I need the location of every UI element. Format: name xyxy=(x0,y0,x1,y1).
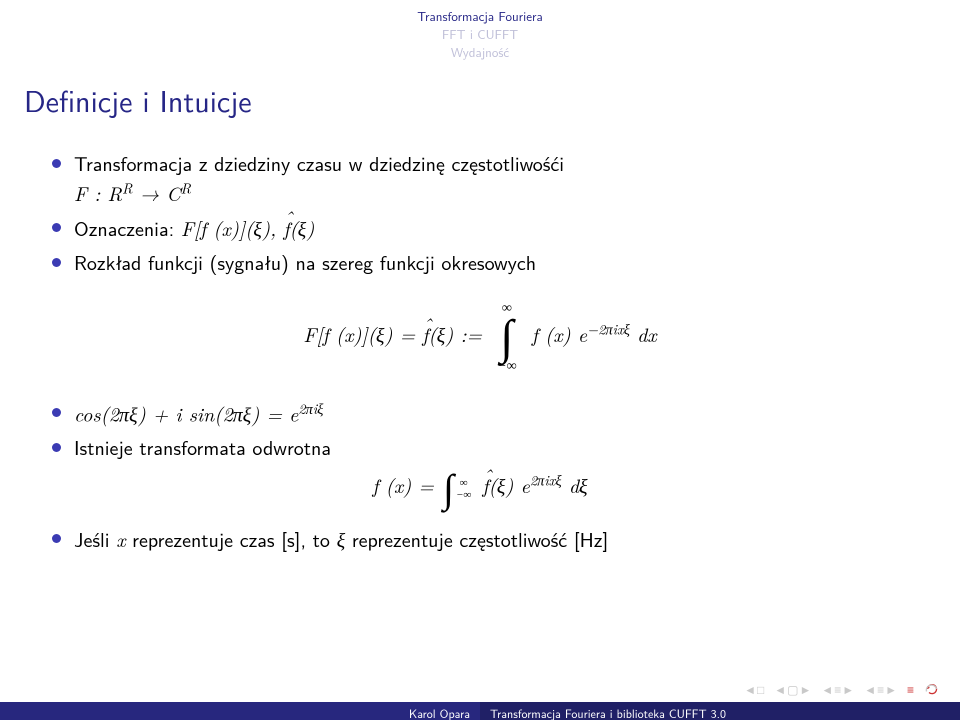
item6-xi: ξ xyxy=(337,524,346,553)
eq1-mid: (ξ) := xyxy=(428,319,489,348)
eq1-intlim-bot: −∞ xyxy=(497,359,516,374)
item1-math-sup1: R xyxy=(122,178,133,198)
item4-exp: 2πiξ xyxy=(298,399,323,419)
footer-title: Transformacja Fouriera i biblioteka CUFF… xyxy=(480,702,960,720)
eq1-line: F[f (x)](ξ) = f(ξ) := ∞ ∫ −∞ f (x) e−2πi… xyxy=(303,319,656,348)
eq2-intlim-top: ∞ xyxy=(456,477,471,489)
eq2-integrand: (ξ) e xyxy=(489,470,530,499)
item4-math: cos(2πξ) + i sin(2πξ) = e xyxy=(74,398,298,427)
item2-math-a: F[f (x)](ξ), xyxy=(181,213,284,242)
eq2-line: f (x) = ∫ ∞ −∞ f(ξ) e2πixξ dξ xyxy=(372,470,587,499)
item1-text: Transformacja z dziedziny czasu w dziedz… xyxy=(74,149,564,178)
item6-c: reprezentuje częstotliwość [Hz] xyxy=(345,525,608,554)
item1-math-sup2: R xyxy=(181,178,192,198)
bullet-icon xyxy=(52,408,61,417)
bullet-item-2: Oznaczenia: F[f (x)](ξ), f(ξ) xyxy=(48,214,912,243)
nav-next-frame[interactable]: ◄≡► xyxy=(864,680,897,698)
eq2-intlim-bot: −∞ xyxy=(456,489,471,501)
eq1-dx: dx xyxy=(630,319,657,348)
header-line-2: FFT i CUFFT xyxy=(0,26,960,44)
eq2-integral: ∫ ∞ −∞ xyxy=(441,471,475,507)
display-eq-1: F[f (x)](ξ) = f(ξ) := ∞ ∫ −∞ f (x) e−2πi… xyxy=(48,301,912,375)
nav-reload-icon[interactable] xyxy=(924,682,940,696)
bullet-icon xyxy=(52,443,61,452)
item5-text: Istnieje transformata odwrotna xyxy=(74,433,331,462)
bullet-icon xyxy=(52,223,61,232)
bullet-icon xyxy=(52,159,61,168)
nav-fullscreen-icon[interactable]: ≡ xyxy=(907,680,914,698)
eq2-dxi: dξ xyxy=(562,470,588,499)
page-title: Definicje i Intuicje xyxy=(24,78,252,122)
eq2-exp: 2πixξ xyxy=(530,471,562,491)
eq2-fhat: f xyxy=(482,470,488,499)
eq1-exp: −2πixξ xyxy=(587,319,630,339)
eq1-lhs: F[f (x)](ξ) = xyxy=(303,319,422,348)
footer: Karol Opara Transformacja Fouriera i bib… xyxy=(0,702,960,720)
slide: Transformacja Fouriera FFT i CUFFT Wydaj… xyxy=(0,0,960,720)
integral-icon: ∫ xyxy=(500,316,513,359)
content: Transformacja z dziedziny czasu w dziedz… xyxy=(48,150,912,560)
item3-text: Rozkład funkcji (sygnału) na szereg funk… xyxy=(74,248,536,277)
eq1-integral: ∞ ∫ −∞ xyxy=(489,301,524,375)
item6-a: Jeśli xyxy=(74,525,116,554)
eq2-lhs: f (x) = xyxy=(372,470,441,499)
nav-controls: ◄□ ◄▢► ◄≡► ◄≡► ≡ xyxy=(744,680,940,698)
bullet-icon xyxy=(52,258,61,267)
item6-b: reprezentuje czas [s], to xyxy=(125,525,336,554)
header-subsections: Transformacja Fouriera FFT i CUFFT Wydaj… xyxy=(0,8,960,63)
item2-fhat: f xyxy=(283,214,289,242)
item2-label: Oznaczenia: xyxy=(74,214,181,243)
bullet-icon xyxy=(52,534,61,543)
eq1-fhat: f xyxy=(422,319,428,348)
bullet-item-3: Rozkład funkcji (sygnału) na szereg funk… xyxy=(48,249,912,277)
nav-prev-slide[interactable]: ◄▢► xyxy=(774,680,811,698)
eq1-integrand: f (x) e xyxy=(532,319,587,348)
bullet-item-5: Istnieje transformata odwrotna xyxy=(48,434,912,462)
item1-math-b: → C xyxy=(133,178,181,207)
bullet-item-6: Jeśli x reprezentuje czas [s], to ξ repr… xyxy=(48,525,912,554)
item1-math-a: F : R xyxy=(74,178,122,207)
footer-author: Karol Opara xyxy=(0,702,480,720)
bullet-item-4: cos(2πξ) + i sin(2πξ) = e2πiξ xyxy=(48,399,912,429)
item1-math: F : RR → CR xyxy=(74,178,191,207)
header-line-3: Wydajność xyxy=(0,44,960,62)
nav-prev-frame[interactable]: ◄≡► xyxy=(821,680,854,698)
display-eq-2: f (x) = ∫ ∞ −∞ f(ξ) e2πixξ dξ xyxy=(48,470,912,507)
bullet-item-1: Transformacja z dziedziny czasu w dziedz… xyxy=(48,150,912,208)
integral-icon: ∫ xyxy=(443,471,454,507)
nav-prev-section[interactable]: ◄□ xyxy=(744,680,764,698)
header-line-1: Transformacja Fouriera xyxy=(0,8,960,26)
